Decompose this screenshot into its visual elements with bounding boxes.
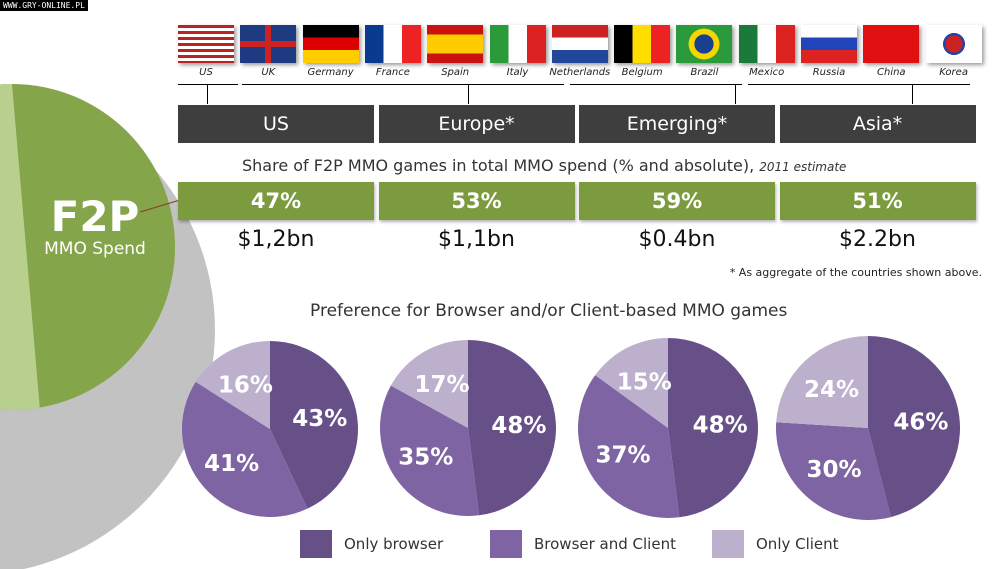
flag-uk-icon [240, 25, 297, 63]
flag-germany-icon [302, 25, 359, 63]
f2p-subtitle: MMO Spend [44, 239, 146, 259]
legend-item: Only browser [300, 530, 443, 558]
f2p-circle [0, 84, 175, 410]
pie-label: 48% [491, 413, 546, 439]
region-header: Europe* [378, 105, 575, 143]
share-title: Share of F2P MMO games in total MMO spen… [242, 156, 847, 175]
legend-swatch [300, 530, 332, 558]
connector-line [139, 199, 181, 213]
absolute-spend: $1,2bn [237, 227, 315, 252]
f2p-label: F2P MMO Spend [40, 192, 150, 260]
flag-italy-icon [489, 25, 546, 63]
country-label: UK [261, 67, 276, 78]
pie-label: 37% [596, 443, 651, 469]
bracket-line [912, 84, 913, 104]
country-label: Italy [506, 67, 529, 78]
f2p-title: F2P [50, 192, 140, 241]
absolute-spend: $0.4bn [638, 227, 716, 252]
legend-label: Only Client [756, 535, 839, 553]
preference-title: Preference for Browser and/or Client-bas… [310, 301, 788, 321]
legend-swatch [712, 530, 744, 558]
legend-item: Browser and Client [490, 530, 676, 558]
legend-swatch [490, 530, 522, 558]
absolute-spend: $1,1bn [438, 227, 515, 252]
country-label: China [877, 67, 906, 78]
region-header: US [178, 105, 374, 143]
country-label: Germany [307, 67, 354, 78]
bracket-line [748, 84, 970, 85]
share-note: 2011 estimate [759, 160, 847, 174]
pie-slice-only-browser [668, 338, 759, 518]
share-percent: 51% [779, 182, 976, 220]
bracket-line [735, 84, 736, 104]
footnote: * As aggregate of the countries shown ab… [729, 266, 982, 279]
country-label: Russia [812, 67, 846, 78]
flag-russia-icon [801, 25, 857, 63]
watermark: WWW.GRY-ONLINE.PL [0, 0, 88, 11]
share-percent: 59% [579, 182, 775, 220]
bracket-line [242, 84, 564, 85]
pie-label: 15% [617, 369, 672, 395]
pie-slice-only-client [195, 341, 270, 429]
country-label: US [199, 67, 213, 78]
pie-label: 41% [204, 451, 259, 477]
pie-label: 30% [806, 457, 861, 483]
pie-slice-browser-and-client [776, 422, 891, 521]
pie-label: 16% [218, 372, 273, 398]
flag-france-icon [364, 25, 421, 63]
pie-slice-browser-and-client [578, 375, 680, 519]
flag-us-icon [178, 25, 234, 63]
country-label: Belgium [621, 67, 663, 78]
bracket-line [468, 84, 469, 104]
pie-slice-browser-and-client [182, 381, 308, 517]
country-label: Netherlands [549, 67, 611, 78]
bracket-line [207, 84, 208, 104]
flag-netherlands-icon [551, 25, 608, 63]
pie-slice-only-browser [868, 336, 961, 518]
country-label: Brazil [690, 67, 719, 78]
region-header: Emerging* [579, 105, 775, 143]
flag-china-icon [863, 25, 920, 63]
flag-belgium-icon [614, 25, 671, 63]
flag-mexico-icon [738, 25, 795, 63]
bracket-line [570, 84, 742, 85]
share-percent: 53% [378, 182, 575, 220]
country-label: France [375, 67, 410, 78]
pie-slice-only-browser [468, 340, 556, 516]
pie-label: 35% [398, 445, 453, 471]
flag-spain-icon [427, 25, 484, 63]
pie-label: 24% [804, 377, 859, 403]
pie-label: 48% [693, 413, 748, 439]
pie-slice-only-client [390, 340, 468, 428]
pie-slice-only-client [595, 338, 668, 428]
flag-brazil-icon [676, 25, 733, 63]
bracket-line [178, 84, 238, 85]
region-header: Asia* [779, 105, 976, 143]
pie-slice-browser-and-client [380, 385, 480, 516]
light-green-slice-edge [0, 84, 40, 410]
country-label: Mexico [749, 67, 785, 78]
absolute-spend: $2.2bn [839, 227, 916, 252]
legend-label: Browser and Client [534, 535, 676, 553]
pie-slice-only-browser [270, 341, 359, 509]
legend-label: Only browser [344, 535, 444, 553]
share-percent: 47% [178, 182, 374, 220]
legend-item: Only Client [712, 530, 839, 558]
pie-label: 43% [292, 406, 347, 432]
flag-korea-icon [925, 25, 982, 63]
pie-slice-only-client [776, 336, 868, 428]
country-label: Korea [939, 67, 968, 78]
country-label: Spain [441, 67, 470, 78]
pie-label: 17% [414, 372, 469, 398]
pie-label: 46% [893, 409, 948, 435]
